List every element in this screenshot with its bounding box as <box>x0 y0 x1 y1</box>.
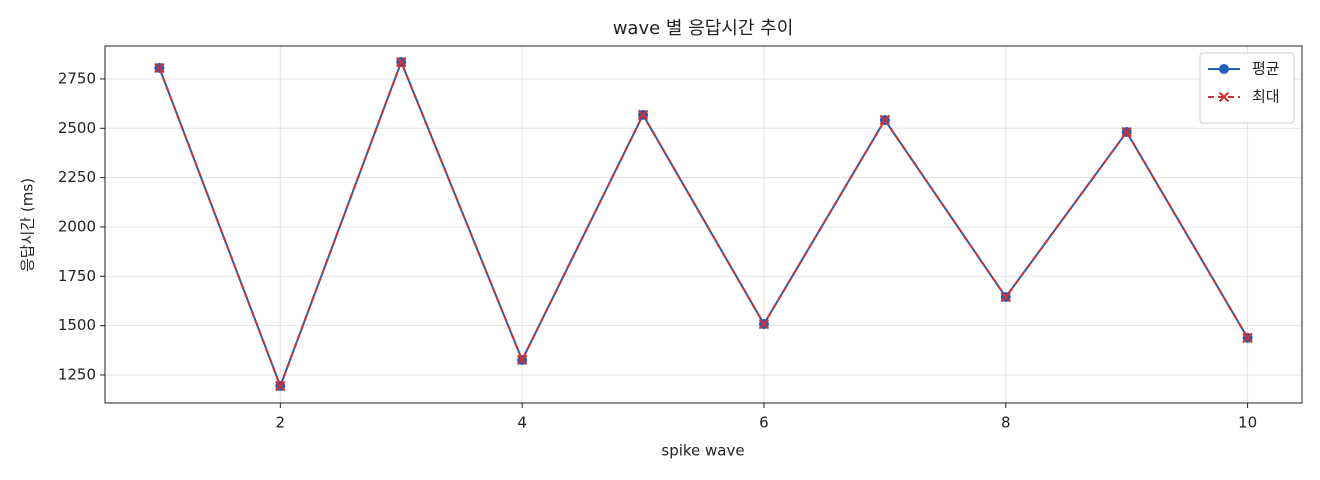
chart-title: wave 별 응답시간 추이 <box>613 18 794 39</box>
y-axis-label: 응답시간 (ms) <box>19 178 37 272</box>
point-marker <box>396 56 407 68</box>
legend-marker <box>1218 91 1230 103</box>
y-tick-label: 1750 <box>58 267 96 285</box>
y-tick-label: 2000 <box>58 217 96 235</box>
series-line <box>158 59 1249 389</box>
x-tick-label: 4 <box>517 414 527 432</box>
legend-label: 평균 <box>1252 60 1280 78</box>
x-tick-label: 6 <box>759 414 769 432</box>
point-marker <box>516 354 528 366</box>
point-marker <box>758 318 770 330</box>
point-marker <box>1000 291 1011 303</box>
legend-box <box>1199 52 1295 124</box>
y-tick-label: 1250 <box>58 365 96 383</box>
legend-marker <box>1219 64 1229 74</box>
x-axis-label: spike wave <box>661 442 744 460</box>
legend-label: 최대 <box>1252 88 1280 106</box>
x-tick-label: 2 <box>276 414 286 432</box>
point-marker <box>1121 126 1132 138</box>
y-tick-label: 2750 <box>58 69 96 87</box>
y-tick-label: 1500 <box>58 316 96 334</box>
y-tick-label: 2500 <box>58 119 96 137</box>
x-tick-label: 8 <box>1001 414 1011 432</box>
x-tick-label: 10 <box>1238 414 1257 432</box>
plot-frame <box>104 45 1303 404</box>
y-tick-label: 2250 <box>58 168 96 186</box>
point-marker <box>879 114 891 126</box>
point-marker <box>1242 332 1253 344</box>
point-marker <box>154 62 165 74</box>
point-marker <box>637 109 649 121</box>
point-marker <box>275 380 286 392</box>
